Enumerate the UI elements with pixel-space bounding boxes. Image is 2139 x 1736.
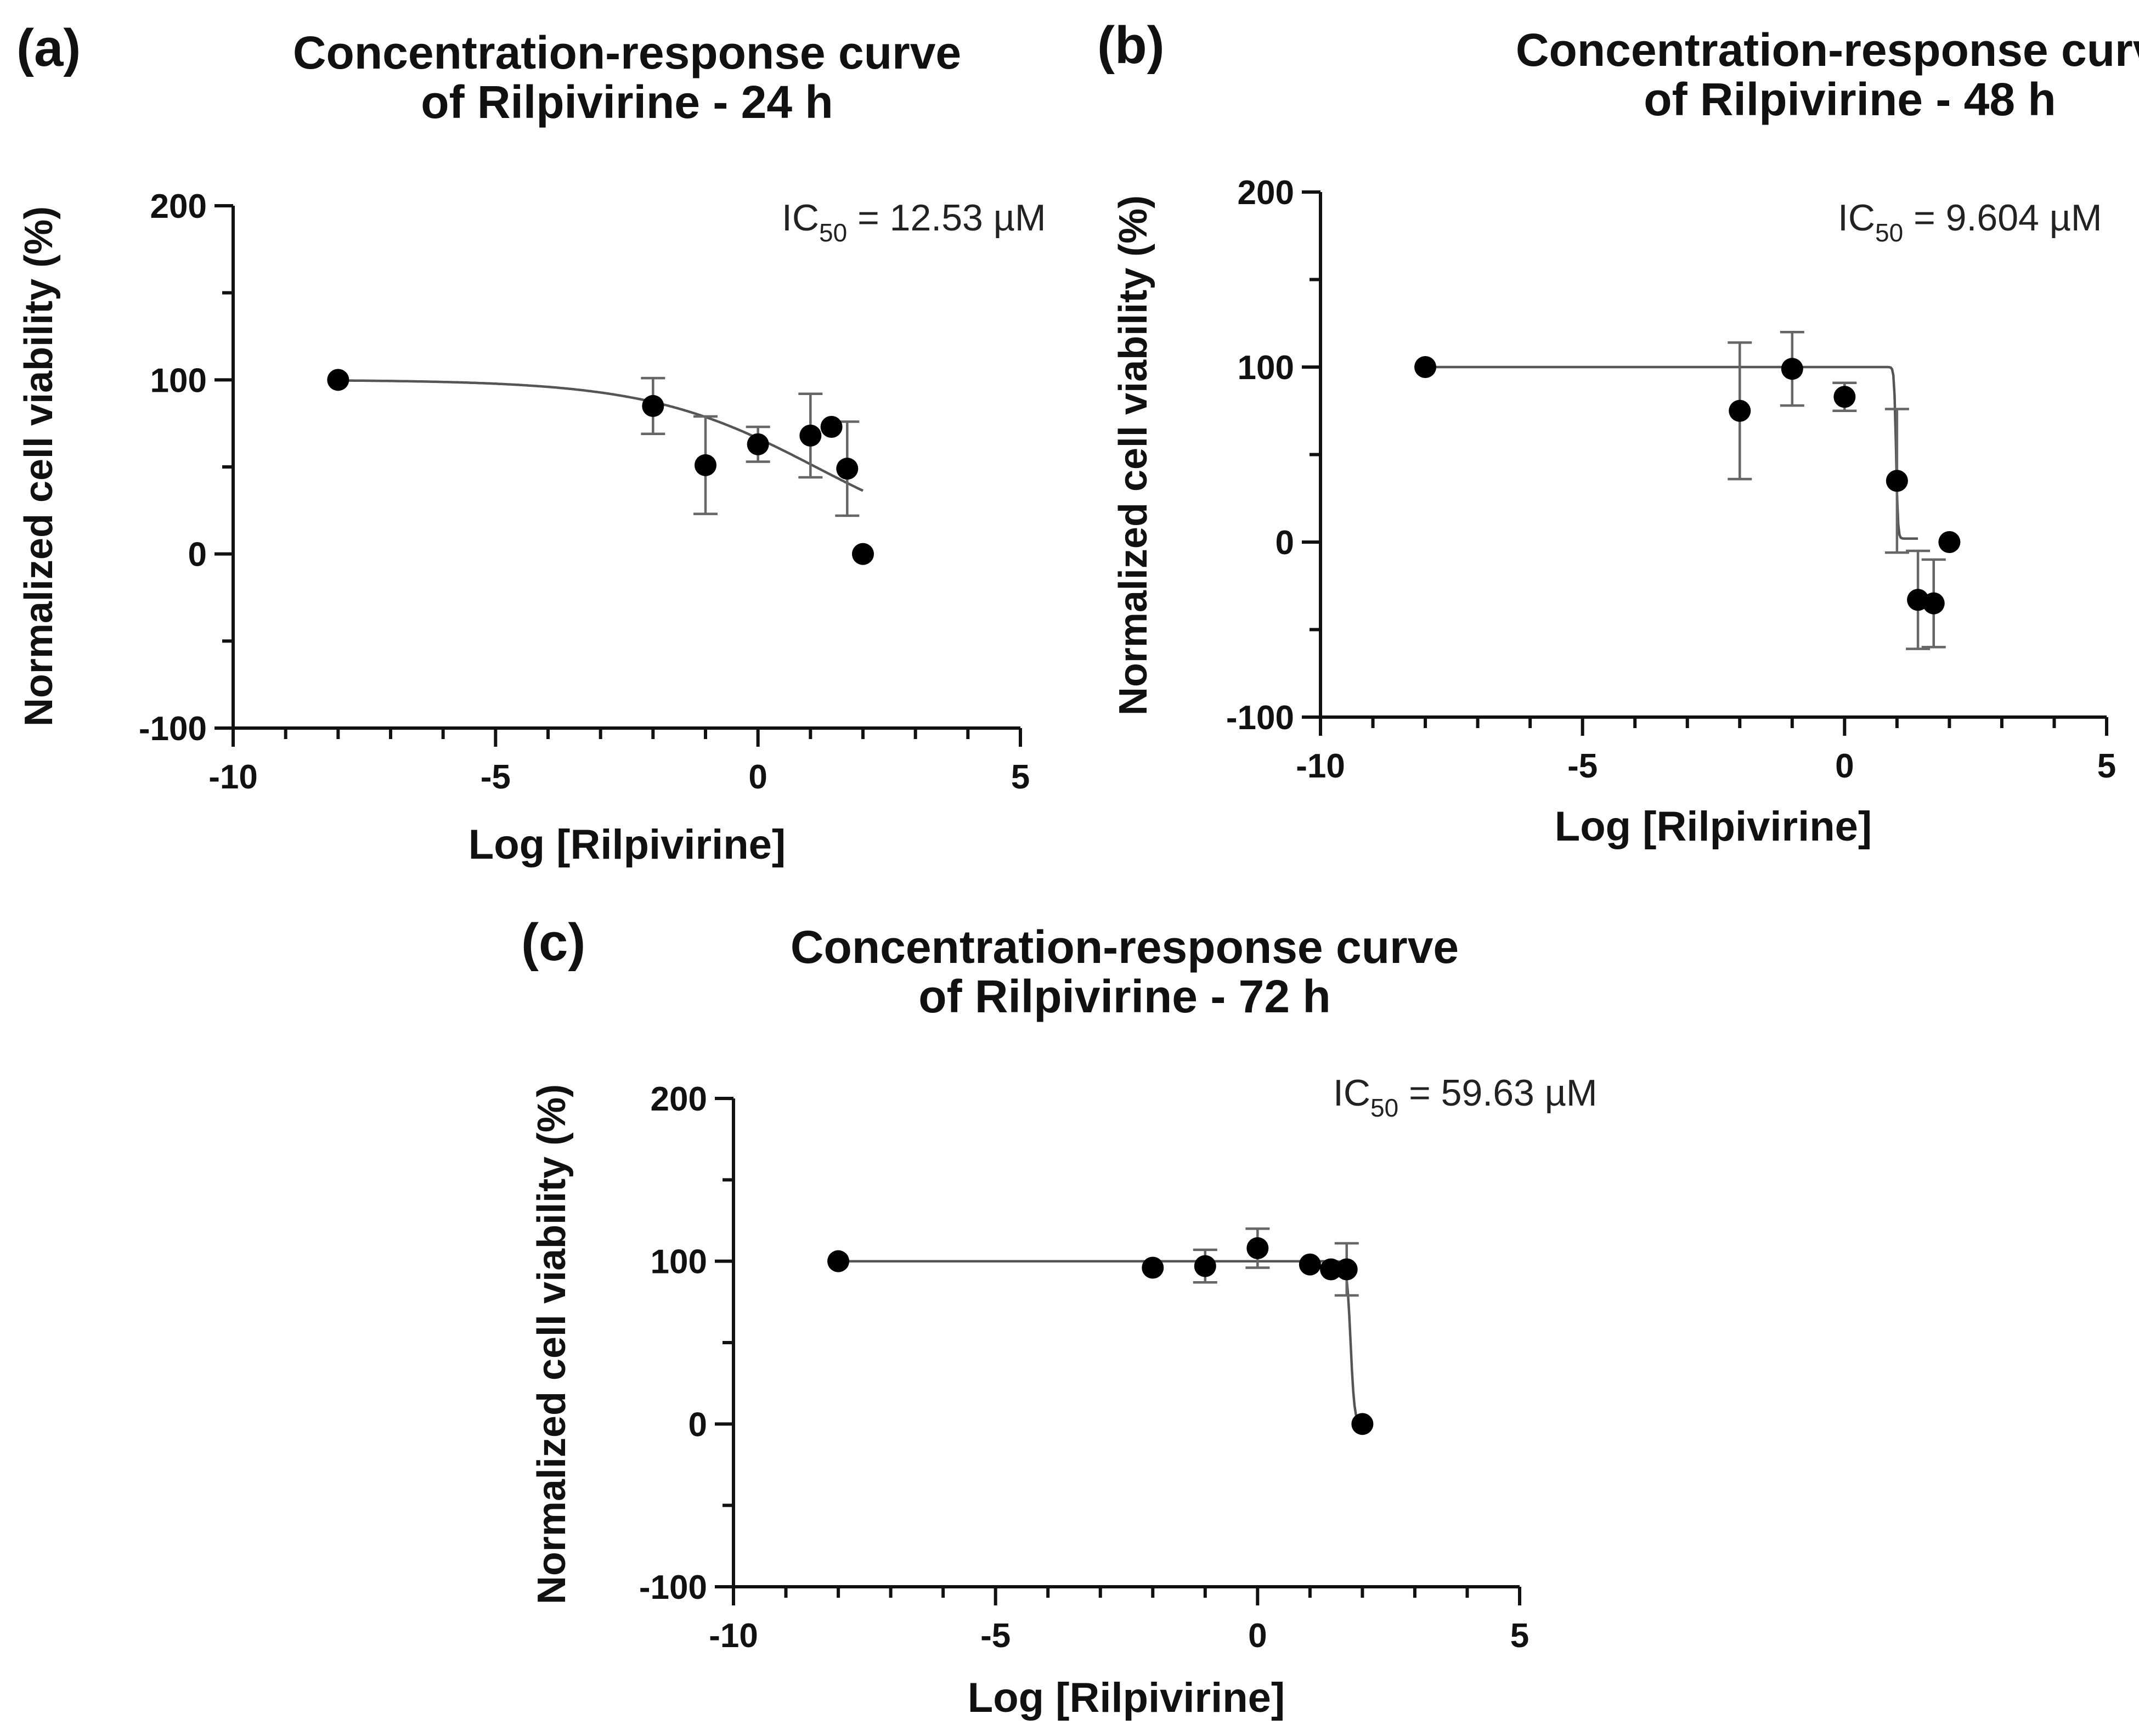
x-axis-label-a: Log [Rilpivirine] — [469, 821, 786, 868]
ic50-value-a: = 12.53 µM — [847, 197, 1046, 239]
x-tick-label-c-1: -5 — [980, 1617, 1011, 1655]
data-point-c-1 — [1142, 1256, 1164, 1279]
fit-curve-b — [1425, 365, 1918, 540]
y-axis-label-a: Normalized cell viability (%) — [17, 206, 61, 726]
y-tick-label-a-0: -100 — [139, 710, 207, 748]
data-point-b-6 — [1922, 592, 1945, 615]
chart-panel-c: (c) Concentration-response curve of Rilpiv… — [494, 900, 1598, 1736]
chart-title-line2-b: of Rilpivirine - 48 h — [1644, 74, 2056, 125]
chart-title-line2-a: of Rilpivirine - 24 h — [421, 76, 833, 128]
ic50-annotation-a: IC50 = 12.53 µM — [782, 197, 1046, 247]
panel-label-a: (a) — [16, 19, 81, 77]
data-point-a-5 — [820, 416, 843, 438]
x-tick-label-b-1: -5 — [1567, 747, 1598, 785]
y-tick-label-c-0: -100 — [639, 1569, 707, 1607]
data-point-c-6 — [1335, 1258, 1358, 1281]
data-point-b-3 — [1833, 386, 1856, 408]
ic50-prefix-b: IC — [1838, 197, 1875, 239]
data-point-b-0 — [1414, 356, 1437, 378]
x-tick-label-a-0: -10 — [208, 758, 258, 796]
ic50-subscript-a: 50 — [819, 218, 847, 247]
x-axis-label-c: Log [Rilpivirine] — [968, 1675, 1285, 1721]
y-tick-label-a-3: 200 — [150, 188, 207, 226]
panel-label-b: (b) — [1097, 16, 1165, 75]
data-point-c-5 — [1320, 1258, 1342, 1281]
chart-panel-b: (b) Concentration-response curve of Rilpiv… — [1075, 0, 2139, 867]
y-axis-label-b: Normalized cell viability (%) — [1111, 195, 1155, 715]
x-tick-label-b-3: 5 — [2097, 747, 2116, 785]
data-point-a-6 — [836, 458, 859, 480]
data-point-c-4 — [1299, 1253, 1321, 1276]
data-point-a-3 — [747, 433, 769, 455]
data-point-c-7 — [1351, 1413, 1374, 1435]
x-tick-label-a-1: -5 — [481, 758, 511, 796]
data-point-c-2 — [1194, 1255, 1216, 1277]
data-point-a-4 — [799, 424, 822, 447]
y-tick-label-b-0: -100 — [1226, 699, 1294, 737]
x-tick-label-a-3: 5 — [1011, 758, 1030, 796]
ic50-value-b: = 9.604 µM — [1903, 197, 2102, 239]
ic50-prefix-a: IC — [782, 197, 819, 239]
data-point-c-3 — [1246, 1237, 1269, 1259]
y-axis-label-c: Normalized cell viability (%) — [530, 1084, 574, 1604]
ic50-annotation-b: IC50 = 9.604 µM — [1838, 197, 2102, 247]
x-tick-label-a-2: 0 — [748, 758, 767, 796]
y-tick-label-b-2: 100 — [1238, 349, 1294, 387]
chart-title-line1-c: Concentration-response curve — [791, 921, 1459, 973]
x-tick-label-c-2: 0 — [1248, 1617, 1267, 1655]
y-tick-label-b-3: 200 — [1238, 174, 1294, 212]
x-axis-label-b: Log [Rilpivirine] — [1555, 803, 1872, 850]
y-tick-label-a-1: 0 — [188, 536, 207, 574]
data-point-a-2 — [695, 454, 716, 476]
data-point-b-7 — [1938, 531, 1961, 553]
x-tick-label-c-0: -10 — [709, 1617, 758, 1655]
ic50-prefix-c: IC — [1333, 1072, 1370, 1114]
data-point-b-4 — [1886, 470, 1908, 492]
chart-title-line1-b: Concentration-response curve — [1516, 24, 2139, 76]
ic50-subscript-b: 50 — [1875, 218, 1903, 247]
panel-label-c: (c) — [521, 913, 585, 972]
data-point-b-1 — [1729, 399, 1751, 422]
ic50-value-c: = 59.63 µM — [1398, 1072, 1597, 1114]
fit-curve-c — [838, 1260, 1363, 1425]
y-tick-label-c-1: 0 — [688, 1406, 707, 1444]
data-point-c-0 — [827, 1250, 850, 1272]
x-tick-label-c-3: 5 — [1510, 1617, 1529, 1655]
y-tick-label-c-2: 100 — [651, 1243, 707, 1281]
data-point-a-7 — [852, 543, 874, 565]
chart-title-line1-a: Concentration-response curve — [293, 27, 961, 78]
y-tick-label-c-3: 200 — [651, 1080, 707, 1118]
data-point-a-0 — [327, 369, 349, 391]
y-tick-label-a-2: 100 — [150, 362, 207, 399]
x-tick-label-b-0: -10 — [1296, 747, 1345, 785]
ic50-subscript-c: 50 — [1370, 1094, 1398, 1122]
y-tick-label-b-1: 0 — [1276, 524, 1294, 562]
data-point-a-1 — [642, 394, 664, 417]
x-tick-label-b-2: 0 — [1835, 747, 1854, 785]
chart-panel-a: (a) Concentration-response curve of Rilpiv… — [0, 0, 1046, 878]
data-point-b-2 — [1781, 358, 1803, 380]
chart-title-line2-c: of Rilpivirine - 72 h — [918, 971, 1330, 1022]
ic50-annotation-c: IC50 = 59.63 µM — [1333, 1072, 1598, 1122]
fit-curve-a — [338, 379, 864, 492]
